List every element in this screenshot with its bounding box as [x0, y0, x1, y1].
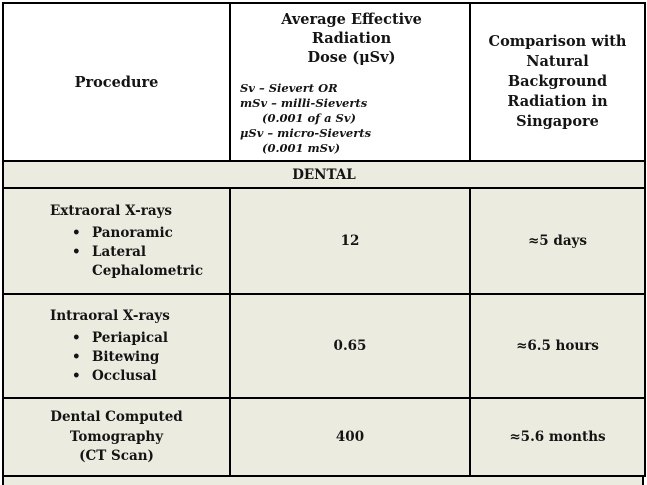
- comparison-cell-dental-ct: ≈5.6 months: [469, 397, 646, 478]
- procedure-title: Extraoral X-rays: [50, 202, 173, 219]
- comparison-header-line-4: Singapore: [516, 113, 599, 131]
- bullet-item: Periapical: [70, 329, 223, 348]
- next-row-cutoff-strip: [2, 477, 644, 485]
- comparison-value: ≈6.5 hours: [516, 338, 599, 355]
- comparison-header-line-3: Radiation in: [507, 93, 608, 111]
- dose-unit-notes: Sv – Sievert OR mSv – milli-Sieverts (0.…: [240, 81, 463, 157]
- dental-section-label: DENTAL: [292, 166, 356, 183]
- procedure-column-header: Procedure: [2, 1, 231, 163]
- dose-header-title: Average Effective Radiation Dose (μSv): [240, 11, 463, 68]
- table-header-row: Procedure Average Effective Radiation Do…: [2, 1, 646, 163]
- dose-value: 0.65: [333, 338, 367, 355]
- dose-column-header: Average Effective Radiation Dose (μSv) S…: [229, 1, 471, 163]
- procedure-cell-dental-ct: Dental Computed Tomography (CT Scan): [2, 397, 231, 478]
- table-row-extraoral: Extraoral X-rays Panoramic Lateral Cepha…: [2, 187, 646, 296]
- bullet-list: Panoramic Lateral Cephalometric: [50, 224, 223, 281]
- dose-header-title-line-1: Average Effective Radiation: [281, 11, 422, 47]
- procedure-title-line-3: (CT Scan): [79, 448, 154, 465]
- bullet-item: Lateral Cephalometric: [70, 243, 223, 281]
- dose-note-microsievert-detail: (0.001 mSv): [262, 141, 341, 156]
- dose-value: 400: [335, 429, 365, 446]
- dose-header-title-line-2: Dose (μSv): [307, 48, 396, 66]
- procedure-title-line-2: Tomography: [69, 428, 164, 445]
- procedure-cell-intraoral: Intraoral X-rays Periapical Bitewing Occ…: [2, 293, 231, 400]
- dose-cell-intraoral: 0.65: [229, 293, 471, 400]
- procedure-cell-extraoral: Extraoral X-rays Panoramic Lateral Cepha…: [2, 187, 231, 296]
- dose-value: 12: [340, 233, 360, 250]
- comparison-header-line-1: Comparison with: [488, 33, 627, 51]
- comparison-cell-intraoral: ≈6.5 hours: [469, 293, 646, 400]
- procedure-title: Intraoral X-rays: [50, 307, 170, 324]
- dose-note-sievert: Sv – Sievert OR: [240, 80, 338, 95]
- dose-note-microsievert: μSv – micro-Sieverts: [240, 126, 372, 141]
- bullet-item: Bitewing: [70, 348, 223, 367]
- dental-section-header: DENTAL: [2, 160, 646, 190]
- dose-cell-dental-ct: 400: [229, 397, 471, 478]
- comparison-value: ≈5.6 months: [509, 429, 606, 446]
- dental-section-row: DENTAL: [2, 160, 646, 190]
- table-row-dental-ct: Dental Computed Tomography (CT Scan) 400…: [2, 397, 646, 478]
- bullet-list: Periapical Bitewing Occlusal: [50, 329, 223, 387]
- dose-note-millisievert-detail: (0.001 of a Sv): [262, 110, 356, 125]
- radiation-dose-table: Procedure Average Effective Radiation Do…: [2, 1, 646, 478]
- comparison-header-line-2: Natural Background: [507, 53, 608, 91]
- comparison-column-header: Comparison with Natural Background Radia…: [469, 1, 646, 163]
- comparison-value: ≈5 days: [527, 233, 588, 250]
- bullet-item: Panoramic: [70, 224, 223, 243]
- bullet-item: Occlusal: [70, 367, 223, 386]
- table-row-intraoral: Intraoral X-rays Periapical Bitewing Occ…: [2, 293, 646, 400]
- procedure-title-line-1: Dental Computed: [50, 409, 183, 426]
- dose-cell-extraoral: 12: [229, 187, 471, 296]
- comparison-cell-extraoral: ≈5 days: [469, 187, 646, 296]
- dose-note-millisievert: mSv – milli-Sieverts: [240, 95, 368, 110]
- procedure-header-label: Procedure: [74, 73, 159, 91]
